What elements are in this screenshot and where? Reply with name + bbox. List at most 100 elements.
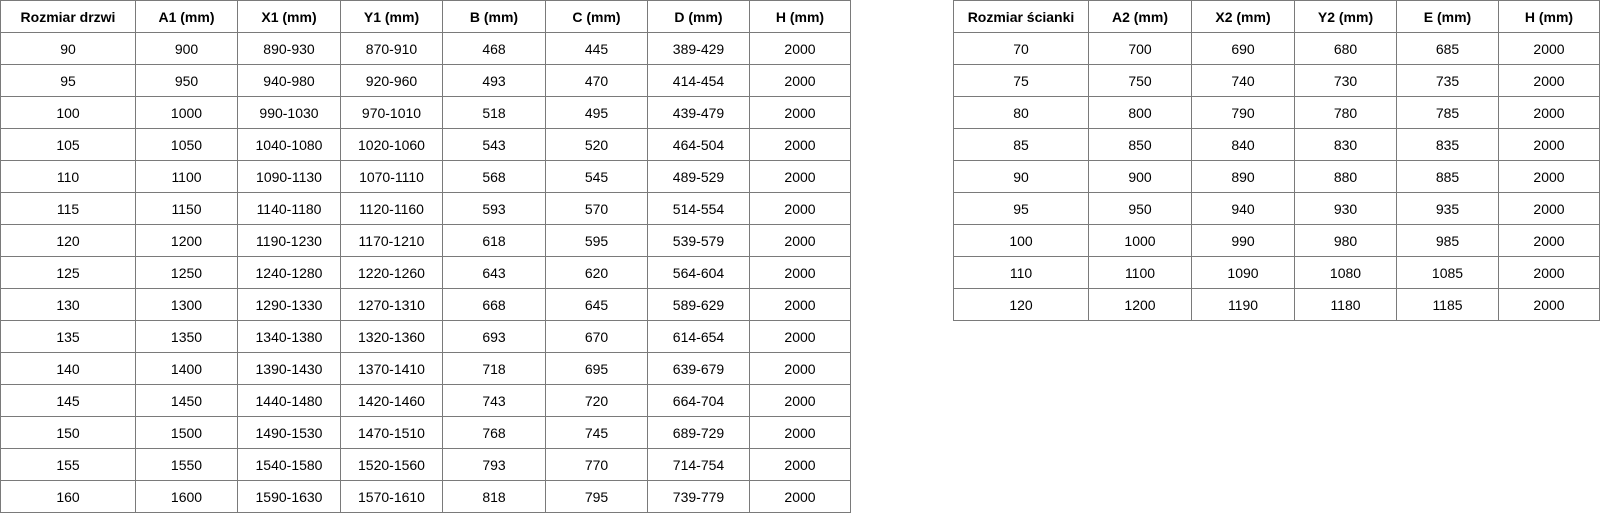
table-cell: 695 <box>545 352 648 385</box>
table-cell: 1200 <box>135 224 238 257</box>
table-cell: 1100 <box>135 160 238 193</box>
table-cell: 514-554 <box>647 192 750 225</box>
table-cell: 900 <box>135 32 238 65</box>
table-cell: 1400 <box>135 352 238 385</box>
table-cell: 2000 <box>749 288 851 321</box>
column-header: C (mm) <box>545 0 648 33</box>
table-cell: 739-779 <box>647 480 750 513</box>
header-row: Rozmiar ścianki A2 (mm) X2 (mm) Y2 (mm) E (m… <box>953 0 1600 33</box>
table-cell: 1085 <box>1396 256 1499 289</box>
table-cell: 568 <box>442 160 546 193</box>
table-cell: 693 <box>442 320 546 353</box>
table-cell: 935 <box>1396 192 1499 225</box>
table-cell: 685 <box>1396 32 1499 65</box>
table-cell: 2000 <box>1498 128 1600 161</box>
table-cell: 718 <box>442 352 546 385</box>
table-cell: 1540-1580 <box>237 448 341 481</box>
table-cell: 620 <box>545 256 648 289</box>
table-cell: 570 <box>545 192 648 225</box>
table-cell: 145 <box>0 384 136 417</box>
column-header: Rozmiar drzwi <box>0 0 136 33</box>
table-cell: 950 <box>1088 192 1192 225</box>
table-cell: 1550 <box>135 448 238 481</box>
table-cell: 564-604 <box>647 256 750 289</box>
table-cell: 643 <box>442 256 546 289</box>
table-cell: 639-679 <box>647 352 750 385</box>
table-cell: 1100 <box>1088 256 1192 289</box>
table-cell: 1520-1560 <box>340 448 443 481</box>
table-cell: 464-504 <box>647 128 750 161</box>
table-cell: 2000 <box>1498 160 1600 193</box>
table-cell: 970-1010 <box>340 96 443 129</box>
table-cell: 1500 <box>135 416 238 449</box>
table-cell: 940 <box>1191 192 1295 225</box>
table-cell: 790 <box>1191 96 1295 129</box>
table-row: 125 1250 1240-1280 1220-1260 643 620 564-604 20… <box>0 256 851 289</box>
table-row: 140 1400 1390-1430 1370-1410 718 695 639-679 20… <box>0 352 851 385</box>
table-cell: 539-579 <box>647 224 750 257</box>
table-cell: 120 <box>0 224 136 257</box>
table-cell: 1470-1510 <box>340 416 443 449</box>
table-cell: 518 <box>442 96 546 129</box>
table-cell: 155 <box>0 448 136 481</box>
table-cell: 545 <box>545 160 648 193</box>
table-cell: 85 <box>953 128 1089 161</box>
table-cell: 2000 <box>1498 288 1600 321</box>
table-cell: 589-629 <box>647 288 750 321</box>
table-cell: 800 <box>1088 96 1192 129</box>
table-cell: 2000 <box>749 384 851 417</box>
table-cell: 100 <box>953 224 1089 257</box>
table-cell: 2000 <box>749 192 851 225</box>
table-cell: 1240-1280 <box>237 256 341 289</box>
table-cell: 1440-1480 <box>237 384 341 417</box>
table-cell: 1350 <box>135 320 238 353</box>
table-cell: 135 <box>0 320 136 353</box>
table-cell: 700 <box>1088 32 1192 65</box>
table-cell: 614-654 <box>647 320 750 353</box>
table-cell: 1340-1380 <box>237 320 341 353</box>
table-cell: 1000 <box>135 96 238 129</box>
table-cell: 95 <box>0 64 136 97</box>
table-cell: 1420-1460 <box>340 384 443 417</box>
table-row: 150 1500 1490-1530 1470-1510 768 745 689-729 20… <box>0 416 851 449</box>
table-cell: 1320-1360 <box>340 320 443 353</box>
table-cell: 740 <box>1191 64 1295 97</box>
table-cell: 645 <box>545 288 648 321</box>
table-row: 110 1100 1090-1130 1070-1110 568 545 489-529 20… <box>0 160 851 193</box>
column-header: Y2 (mm) <box>1294 0 1397 33</box>
table-cell: 470 <box>545 64 648 97</box>
table-row: 85 850 840 830 835 2000 <box>953 128 1600 161</box>
table-cell: 1600 <box>135 480 238 513</box>
table-row: 145 1450 1440-1480 1420-1460 743 720 664-704 20… <box>0 384 851 417</box>
table-cell: 1590-1630 <box>237 480 341 513</box>
table-cell: 885 <box>1396 160 1499 193</box>
table-row: 100 1000 990 980 985 2000 <box>953 224 1600 257</box>
table-cell: 2000 <box>749 160 851 193</box>
table-row: 105 1050 1040-1080 1020-1060 543 520 464-504 20… <box>0 128 851 161</box>
table-cell: 489-529 <box>647 160 750 193</box>
table-row: 100 1000 990-1030 970-1010 518 495 439-479 2000 <box>0 96 851 129</box>
table-cell: 1090 <box>1191 256 1295 289</box>
table-cell: 90 <box>953 160 1089 193</box>
table-cell: 768 <box>442 416 546 449</box>
column-header: B (mm) <box>442 0 546 33</box>
table-cell: 1390-1430 <box>237 352 341 385</box>
table-cell: 1040-1080 <box>237 128 341 161</box>
table-cell: 990-1030 <box>237 96 341 129</box>
table-cell: 1450 <box>135 384 238 417</box>
table-row: 115 1150 1140-1180 1120-1160 593 570 514-554 20… <box>0 192 851 225</box>
table-row: 160 1600 1590-1630 1570-1610 818 795 739-779 20… <box>0 480 851 513</box>
table-cell: 1570-1610 <box>340 480 443 513</box>
table-cell: 793 <box>442 448 546 481</box>
table-cell: 120 <box>953 288 1089 321</box>
table-cell: 664-704 <box>647 384 750 417</box>
table-cell: 870-910 <box>340 32 443 65</box>
table-row: 120 1200 1190-1230 1170-1210 618 595 539-579 20… <box>0 224 851 257</box>
column-header: D (mm) <box>647 0 750 33</box>
table-cell: 2000 <box>749 256 851 289</box>
table-row: 130 1300 1290-1330 1270-1310 668 645 589-629 20… <box>0 288 851 321</box>
table-cell: 735 <box>1396 64 1499 97</box>
table-cell: 1090-1130 <box>237 160 341 193</box>
table-cell: 80 <box>953 96 1089 129</box>
table-cell: 2000 <box>1498 192 1600 225</box>
